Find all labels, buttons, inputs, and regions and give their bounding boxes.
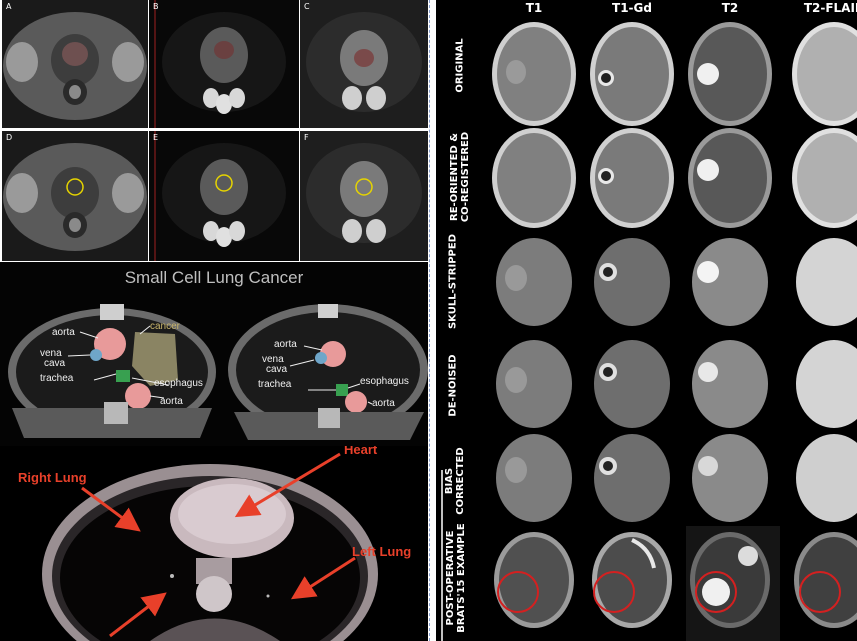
row-header-de-noised-line1: DE-NOISED	[447, 354, 459, 417]
brain-mri-figure: T1 T1-Gd T2 T2-FLAIR	[436, 0, 857, 641]
lung-label-aorta-bottom-right: aorta	[372, 398, 395, 409]
lung-label-vena-right: vena	[262, 354, 284, 365]
chest-label-left-lung: Left Lung	[352, 544, 412, 559]
row-de-noised	[496, 340, 857, 428]
row-header-post-operative: POST-OPERATIVE BRATS'15 EXAMPLE	[445, 521, 467, 635]
lung-label-aorta-bottom-left: aorta	[160, 396, 183, 407]
row-header-reoriented: RE-ORIENTED & CO-REGISTERED	[449, 125, 471, 229]
panel-letter-d: D	[6, 133, 13, 142]
chest-ct-figure: Heart Right Lung Left Lung	[0, 446, 428, 641]
lung-label-cava-left: cava	[44, 358, 66, 369]
lung-label-vena-left: vena	[40, 348, 62, 359]
row-header-original: ORIGINAL	[455, 31, 466, 101]
lung-label-esophagus-right: esophagus	[360, 376, 409, 387]
row-header-post-operative-line1: POST-OPERATIVE	[445, 530, 456, 626]
panel-letter-c: C	[304, 2, 310, 11]
lung-ct-images	[8, 304, 428, 440]
row-header-post-operative-line2: BRATS'15 EXAMPLE	[456, 523, 467, 633]
panel-divider	[429, 0, 430, 641]
row-skull-stripped	[496, 238, 857, 326]
lung-label-aorta-top-left: aorta	[52, 327, 75, 338]
mri-panel-a: A	[2, 0, 148, 128]
chest-ct-arrows	[81, 452, 356, 638]
mri-panel-e: E	[149, 131, 299, 261]
lung-ct-right-slice	[228, 304, 428, 440]
lung-label-esophagus-left: esophagus	[154, 378, 203, 389]
lung-label-cancer: cancer	[150, 321, 181, 332]
panel-letter-f: F	[304, 133, 309, 142]
mri-image-b	[149, 0, 299, 128]
mri-panel-d: D	[2, 131, 148, 261]
panel-letter-a: A	[6, 2, 12, 11]
lung-label-cava-right: cava	[266, 364, 288, 375]
column-header-t1: T1	[525, 1, 543, 15]
mri-image-d	[2, 131, 148, 261]
row-reoriented	[492, 128, 857, 228]
prostate-mri-grid: A B C	[0, 0, 428, 262]
row-original	[492, 22, 857, 126]
chest-label-right-lung: Right Lung	[18, 470, 87, 485]
lung-ct-pointers	[67, 325, 373, 405]
brain-mri-grid	[441, 22, 857, 641]
mri-image-f	[300, 131, 428, 261]
row-header-original-line1: ORIGINAL	[454, 38, 466, 93]
mri-image-e	[149, 131, 299, 261]
lung-ct-title: Small Cell Lung Cancer	[124, 268, 304, 287]
row-header-bias-corrected-line1: BIAS	[444, 467, 455, 495]
panel-letter-b: B	[153, 2, 159, 11]
mri-panel-b: B	[149, 0, 299, 128]
row-header-bias-corrected-line2: CORRECTED	[455, 447, 466, 515]
mri-panel-c: C	[300, 0, 428, 128]
lung-ct-figure: Small Cell Lung Cancer	[0, 262, 428, 446]
column-header-t1-gd: T1-Gd	[612, 1, 652, 15]
lung-label-trachea-right: trachea	[258, 379, 292, 390]
mri-panel-f: F	[300, 131, 428, 261]
mri-image-a	[2, 0, 148, 128]
row-header-reoriented-line2: CO-REGISTERED	[460, 131, 471, 223]
panel-letter-e: E	[153, 133, 159, 142]
lung-ct-left-slice	[8, 304, 216, 438]
row-post-operative	[494, 526, 857, 641]
row-header-reoriented-line1: RE-ORIENTED &	[449, 133, 460, 221]
column-header-t2: T2	[721, 1, 739, 15]
row-header-bias-corrected: BIAS CORRECTED	[444, 446, 466, 516]
row-header-skull-stripped-line1: SKULL-STRIPPED	[447, 233, 459, 330]
lung-label-trachea-left: trachea	[40, 373, 74, 384]
row-header-skull-stripped: SKULL-STRIPPED	[448, 232, 459, 332]
row-header-de-noised: DE-NOISED	[448, 353, 459, 419]
lung-label-aorta-top-right: aorta	[274, 339, 297, 350]
row-bias-corrected	[496, 434, 857, 522]
mri-image-c	[300, 0, 428, 128]
column-header-t2-flair: T2-FLAIR	[803, 1, 857, 15]
chest-label-heart: Heart	[344, 446, 378, 457]
